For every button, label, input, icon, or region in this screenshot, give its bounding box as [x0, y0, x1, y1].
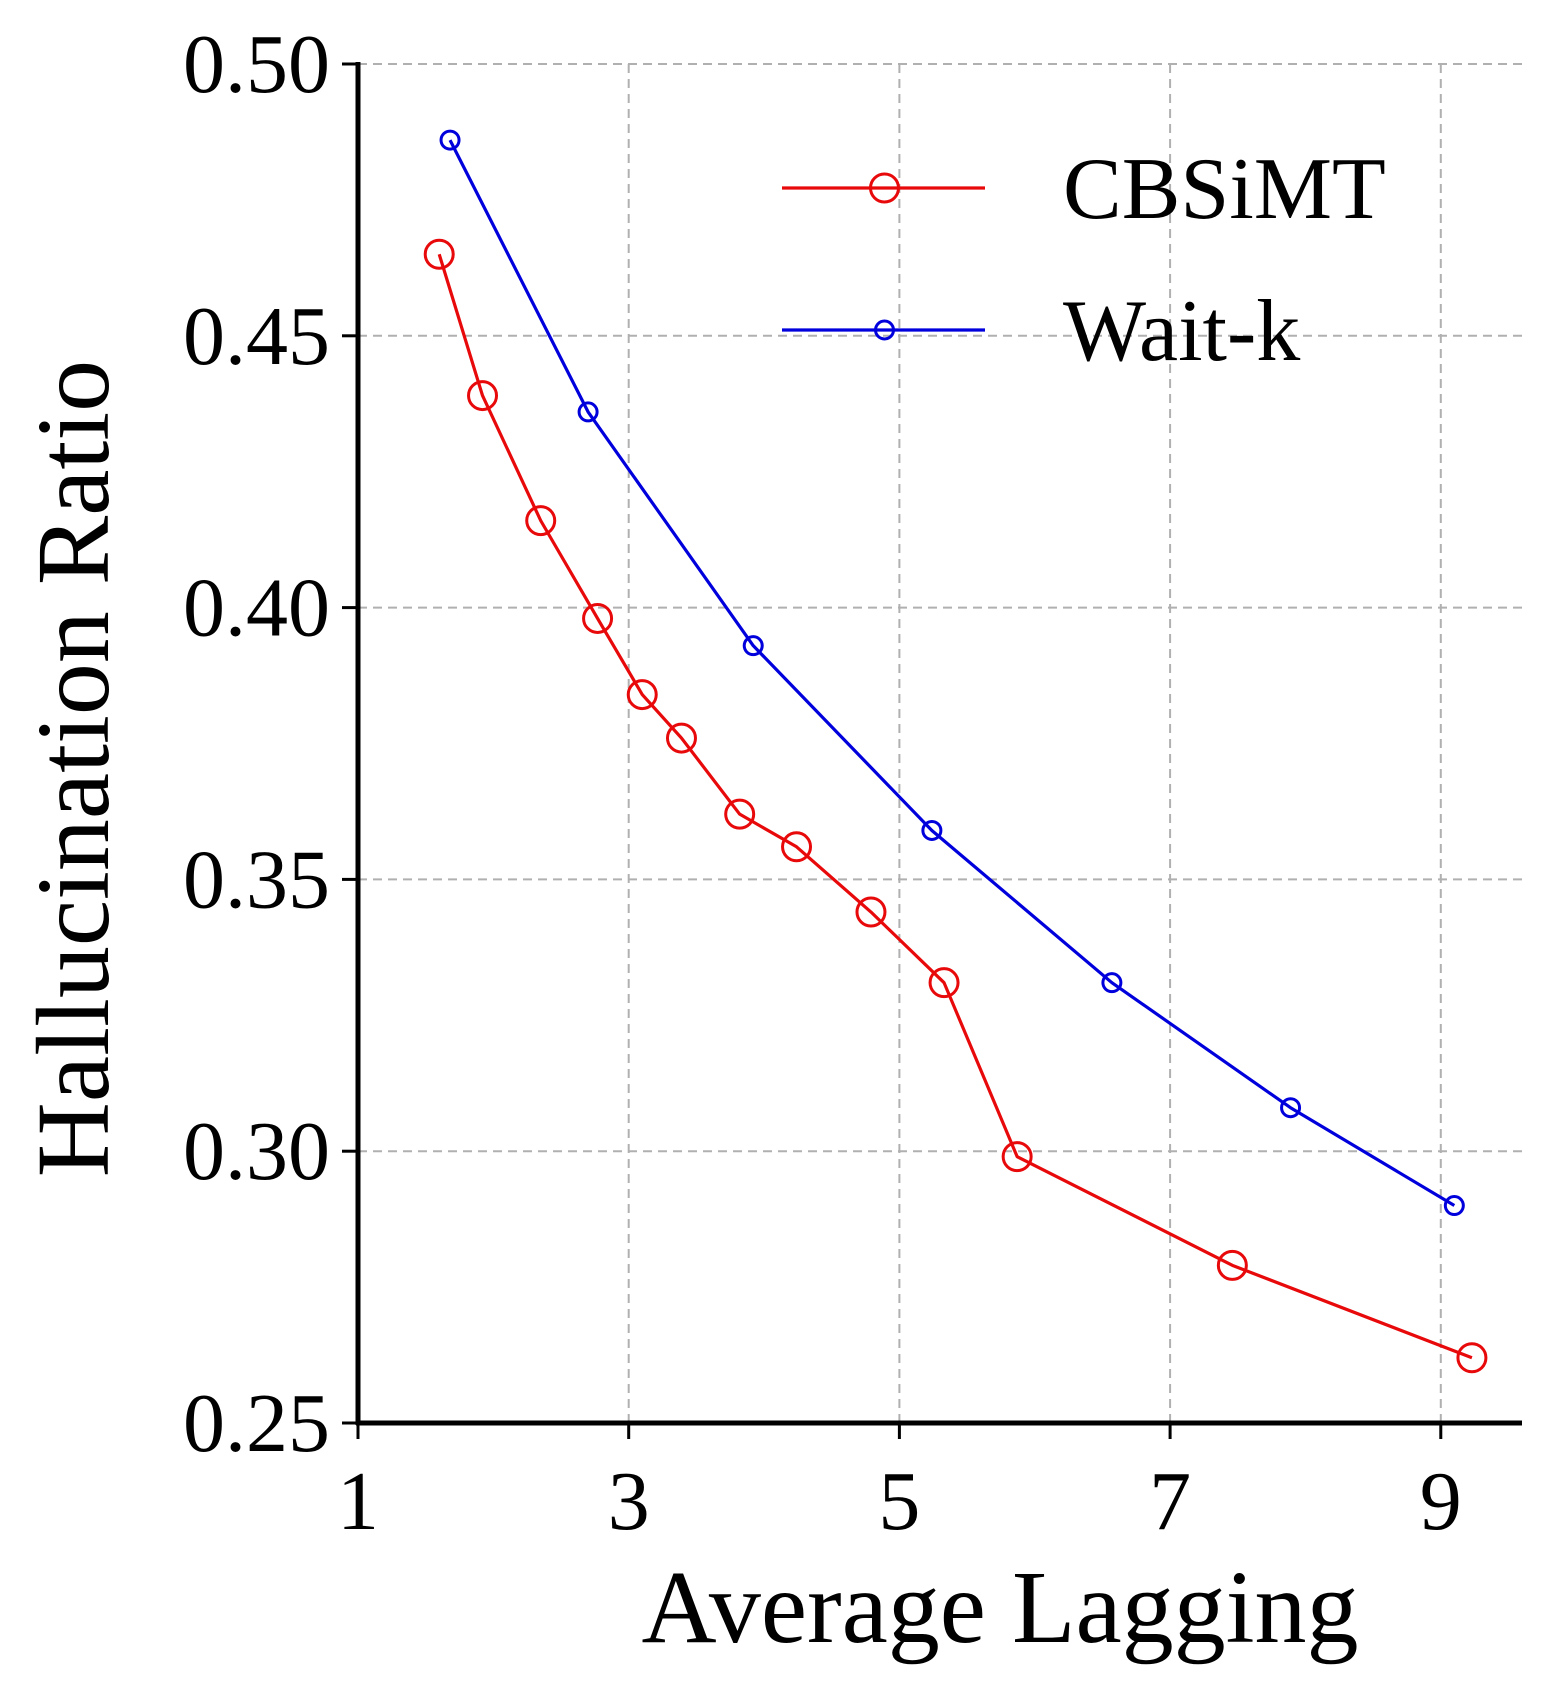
x-tick-label: 5 [878, 1455, 920, 1548]
grid [358, 63, 1522, 1423]
data-point-wait-k [921, 819, 943, 841]
x-tick-label: 9 [1420, 1455, 1462, 1548]
legend-label-wait-k: Wait-k [1063, 283, 1300, 380]
data-point-cbsimt [582, 602, 614, 634]
x-tick-label: 1 [337, 1455, 379, 1548]
data-point-cbsimt [1456, 1342, 1488, 1374]
data-point-cbsimt [928, 967, 960, 999]
y-tick-label: 0.25 [183, 1377, 330, 1470]
x-tick-label: 7 [1149, 1455, 1191, 1548]
data-point-cbsimt [423, 238, 455, 270]
legend-entry-cbsimt: CBSiMT [782, 141, 1386, 238]
y-tick-label: 0.30 [183, 1105, 330, 1198]
x-axis-title: Average Lagging [641, 1550, 1358, 1665]
data-point-cbsimt [1216, 1249, 1248, 1281]
series-wait-k [439, 129, 1465, 1217]
legend-marker-cbsimt [869, 172, 900, 204]
data-point-wait-k [439, 129, 461, 151]
data-point-cbsimt [1001, 1141, 1033, 1173]
data-point-cbsimt [781, 831, 813, 863]
legend: CBSiMT Wait-k [782, 141, 1386, 380]
series-layer [423, 129, 1488, 1374]
y-tick-label: 0.35 [183, 833, 330, 926]
data-point-wait-k [1101, 972, 1123, 994]
x-tick-label: 3 [608, 1455, 650, 1548]
axes: 0.25 0.30 0.35 0.40 0.45 0.50 1 3 5 7 9 [183, 18, 1522, 1548]
data-point-wait-k [1280, 1097, 1302, 1119]
data-point-cbsimt [665, 722, 697, 754]
data-point-wait-k [577, 401, 599, 423]
data-point-cbsimt [724, 798, 756, 830]
y-tick-label: 0.45 [183, 290, 330, 383]
data-point-wait-k [742, 635, 764, 657]
legend-marker-wait-k [874, 319, 895, 341]
series-cbsimt [423, 238, 1488, 1374]
data-point-wait-k [1443, 1195, 1465, 1217]
y-axis-title: Hallucination Ratio [16, 360, 131, 1177]
data-point-cbsimt [467, 380, 499, 412]
legend-entry-wait-k: Wait-k [782, 283, 1300, 380]
series-line-cbsimt [437, 253, 1473, 1360]
data-point-cbsimt [626, 679, 658, 711]
y-tick-label: 0.50 [183, 18, 330, 111]
data-point-cbsimt [855, 896, 887, 928]
data-point-cbsimt [525, 505, 557, 537]
y-tick-label: 0.40 [183, 562, 330, 655]
legend-label-cbsimt: CBSiMT [1063, 141, 1386, 238]
series-line-wait-k [448, 139, 1456, 1207]
